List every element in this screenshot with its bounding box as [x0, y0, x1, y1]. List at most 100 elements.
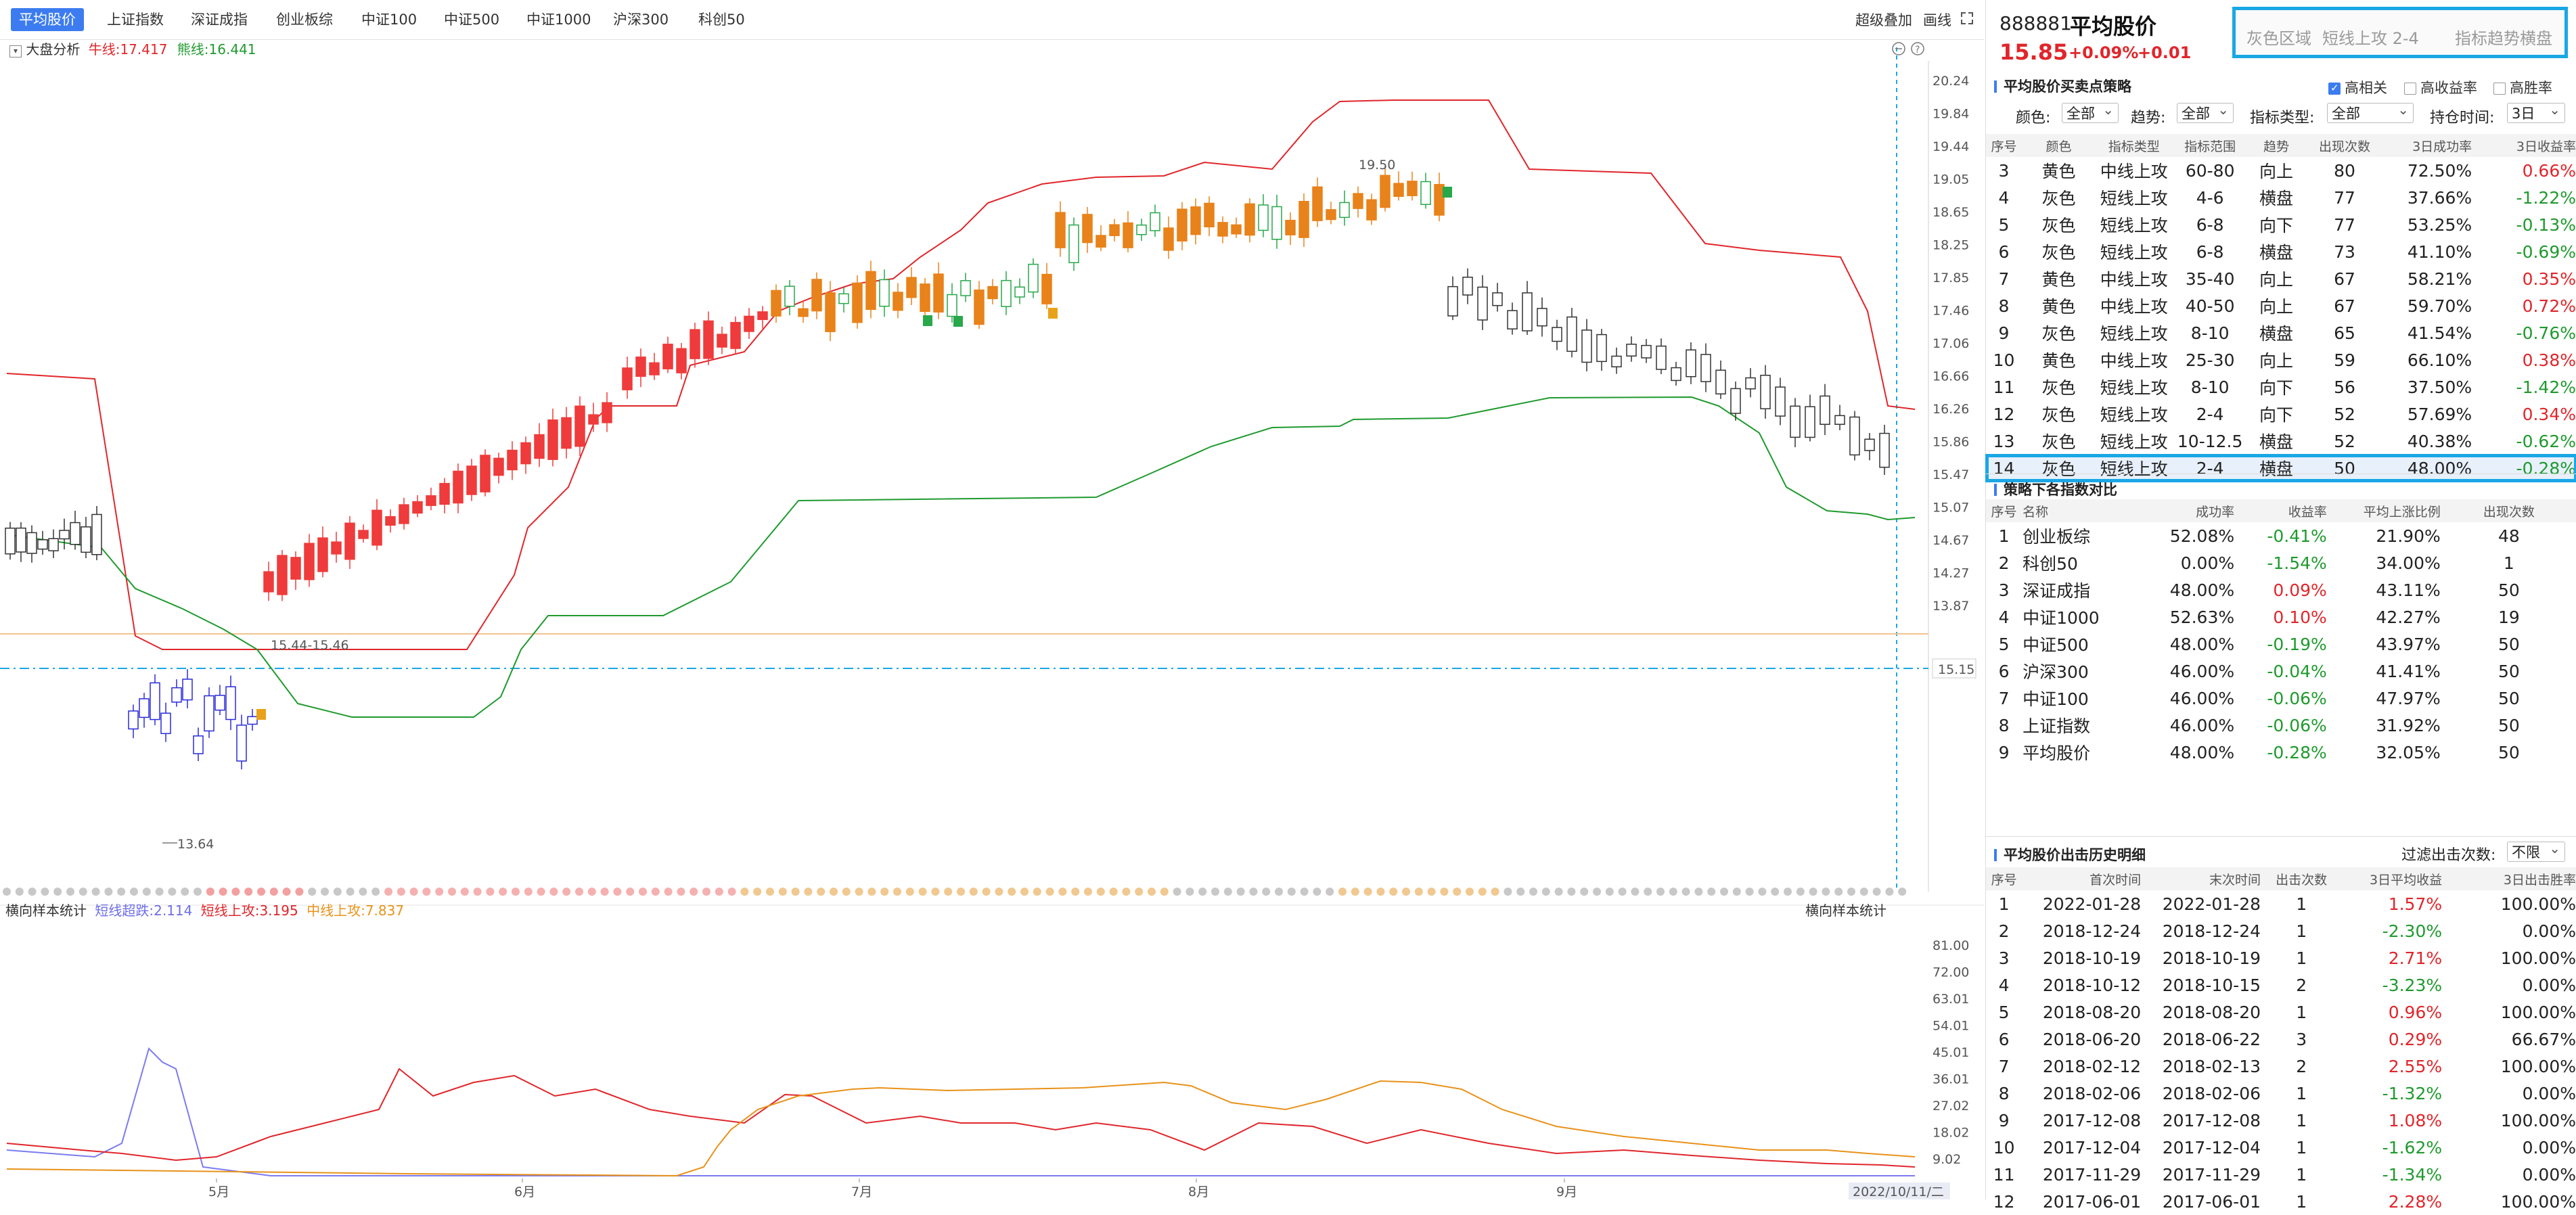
color-select[interactable]: 全部 [2062, 99, 2119, 123]
signal-dot [1287, 888, 1296, 896]
check-high-winrate[interactable]: 高胜率 [2493, 77, 2552, 97]
table-row[interactable]: 11 灰色 短线上攻 8-10 向下 56 37.50% -1.42% [1986, 373, 2576, 400]
draw-line-button[interactable]: 画线 [1923, 12, 1951, 28]
table-row[interactable]: 4 2018-10-12 2018-10-15 2 -3.23% 0.00% [1986, 971, 2576, 999]
signal-dot [1707, 888, 1716, 896]
tab-csi500[interactable]: 中证500 [444, 12, 500, 28]
table-cell: 2018-06-20 [2042, 1029, 2142, 1049]
price-tick-label: 15.47 [1933, 467, 1969, 482]
table-row[interactable]: 10 黄色 中线上攻 25-30 向上 59 66.10% 0.38% [1986, 346, 2576, 373]
candle [26, 532, 37, 554]
table-row[interactable]: 9 2017-12-08 2017-12-08 1 1.08% 100.00% [1986, 1107, 2576, 1134]
compare-table: 序号 名称 成功率 收益率 平均上涨比例 出现次数 1 创业板综 52.08% -0.41% 21.… [1986, 499, 2576, 766]
candle [1271, 206, 1282, 240]
table-cell: 66.67% [2511, 1029, 2576, 1049]
candle [1656, 345, 1667, 370]
table-row[interactable]: 10 2017-12-04 2017-12-04 1 -1.62% 0.00% [1986, 1134, 2576, 1161]
table-row[interactable]: 3 2018-10-19 2018-10-19 1 2.71% 100.00% [1986, 944, 2576, 971]
tab-star50[interactable]: 科创50 [698, 12, 745, 28]
table-row[interactable]: 7 中证100 46.00% -0.06% 47.97% 50 [1986, 685, 2576, 712]
tab-csi100[interactable]: 中证100 [361, 12, 417, 28]
table-row[interactable]: 11 2017-11-29 2017-11-29 1 -1.34% 0.00% [1986, 1161, 2576, 1188]
candle [399, 504, 409, 524]
signal-dot [1771, 888, 1780, 896]
help-icon[interactable] [1911, 42, 1924, 55]
table-row[interactable]: 2 2018-12-24 2018-12-24 1 -2.30% 0.00% [1986, 917, 2576, 944]
sub-legend-mid-attack: 中线上攻:7.837 [307, 902, 405, 919]
signal-dot [957, 888, 965, 896]
tab-chinext[interactable]: 创业板综 [276, 12, 333, 28]
check-high-return[interactable]: 高收益率 [2404, 77, 2477, 97]
candle [1353, 193, 1363, 209]
price-tick-label: 19.44 [1933, 139, 1969, 154]
table-row[interactable]: 8 上证指数 46.00% -0.06% 31.92% 50 [1986, 712, 2576, 739]
table-cell: -0.06% [2267, 715, 2327, 735]
table-cell: 2017-11-29 [2162, 1164, 2261, 1185]
tab-shenzhen[interactable]: 深证成指 [191, 12, 248, 28]
table-row[interactable]: 6 2018-06-20 2018-06-22 3 0.29% 66.67% [1986, 1026, 2576, 1053]
table-cell: 41.10% [2407, 242, 2472, 262]
tab-avg-price[interactable]: 平均股价 [11, 8, 84, 31]
tab-csi1000[interactable]: 中证1000 [526, 12, 591, 28]
table-row[interactable]: 12 灰色 短线上攻 2-4 向下 52 57.69% 0.34% [1986, 400, 2576, 428]
chevron-down-icon[interactable]: ▾ [9, 45, 22, 58]
table-row[interactable]: 5 中证500 48.00% -0.19% 43.97% 50 [1986, 631, 2576, 658]
table-row[interactable]: 9 平均股价 48.00% -0.28% 32.05% 50 [1986, 739, 2576, 766]
minus-icon[interactable] [1892, 42, 1905, 55]
table-row[interactable]: 1 2022-01-28 2022-01-28 1 1.57% 100.00% [1986, 890, 2576, 917]
table-cell: 深证成指 [2023, 581, 2091, 601]
candle [588, 414, 599, 425]
candle [1671, 367, 1681, 382]
table-row[interactable]: 9 灰色 短线上攻 8-10 横盘 65 41.54% -0.76% [1986, 319, 2576, 346]
table-cell: 0.29% [2388, 1029, 2443, 1049]
table-row[interactable]: 3 黄色 中线上攻 60-80 向上 80 72.50% 0.66% [1986, 157, 2576, 184]
strategy-search-box[interactable]: 灰色区域 短线上攻 2-4 指标趋势横盘 [2232, 7, 2568, 58]
search-strategy: 短线上攻 2-4 [2322, 29, 2419, 48]
candle [1507, 310, 1518, 329]
signal-dot [91, 888, 100, 896]
table-row[interactable]: 6 沪深300 46.00% -0.04% 41.41% 50 [1986, 658, 2576, 685]
table-cell: 56 [2334, 377, 2355, 397]
table-row[interactable]: 5 灰色 短线上攻 6-8 向下 77 53.25% -0.13% [1986, 211, 2576, 238]
sub-tick-label: 9.02 [1933, 1152, 1961, 1167]
candle [304, 543, 315, 580]
candle [1028, 263, 1039, 293]
table-cell: 2 [1998, 921, 2010, 941]
table-cell: -3.23% [2382, 975, 2443, 995]
tab-shanghai[interactable]: 上证指数 [107, 12, 164, 28]
table-row[interactable]: 7 2018-02-12 2018-02-13 2 2.55% 100.00% [1986, 1053, 2576, 1080]
overlay-button[interactable]: 超级叠加 [1855, 12, 1912, 28]
main-chart[interactable]: 19.50 13.64 15.44-15.46 20.24 19.84 19.44 1… [0, 39, 1985, 1199]
table-header-cell: 首次时间 [2022, 867, 2142, 890]
check-high-corr[interactable]: 高相关 [2328, 77, 2387, 97]
expand-icon[interactable] [1960, 11, 1974, 26]
sub-tick-label: 72.00 [1933, 965, 1969, 980]
table-row[interactable]: 8 2018-02-06 2018-02-06 1 -1.32% 0.00% [1986, 1080, 2576, 1107]
strategy-section-title: 平均股价买卖点策略 [1994, 76, 2131, 96]
table-row[interactable]: 8 黄色 中线上攻 40-50 向上 67 59.70% 0.72% [1986, 292, 2576, 319]
signal-dot [766, 888, 774, 896]
table-row[interactable]: 4 中证1000 52.63% 0.10% 42.27% 19 [1986, 603, 2576, 631]
signal-dot [931, 888, 940, 896]
candle [1626, 344, 1637, 357]
table-row[interactable]: 6 灰色 短线上攻 6-8 横盘 73 41.10% -0.69% [1986, 238, 2576, 265]
table-row[interactable]: 3 深证成指 48.00% 0.09% 43.11% 50 [1986, 576, 2576, 603]
table-row[interactable]: 1 创业板综 52.08% -0.41% 21.90% 48 [1986, 522, 2576, 549]
table-cell: 34.00% [2376, 553, 2441, 573]
type-select[interactable]: 全部 [2327, 99, 2414, 123]
table-row[interactable]: 5 2018-08-20 2018-08-20 1 0.96% 100.00% [1986, 999, 2576, 1026]
table-row[interactable]: 4 灰色 短线上攻 4-6 横盘 77 37.66% -1.22% [1986, 184, 2576, 211]
table-header-cell: 颜色 [2022, 134, 2096, 157]
table-row[interactable]: 2 科创50 0.00% -1.54% 34.00% 1 [1986, 549, 2576, 576]
table-row[interactable]: 7 黄色 中线上攻 35-40 向上 67 58.21% 0.35% [1986, 265, 2576, 292]
color-filter-label: 颜色: [2016, 110, 2051, 127]
history-filter-select[interactable]: 不限 [2507, 838, 2565, 862]
table-row[interactable]: 14 灰色 短线上攻 2-4 横盘 50 48.00% -0.28% [1985, 454, 2576, 482]
table-row[interactable]: 12 2017-06-01 2017-06-01 1 2.28% 100.00% [1986, 1188, 2576, 1215]
signal-dot [1847, 888, 1855, 896]
hold-select[interactable]: 3日 [2507, 99, 2565, 123]
table-row[interactable]: 13 灰色 短线上攻 10-12.5 横盘 52 40.38% -0.62% [1986, 428, 2576, 455]
tab-hs300[interactable]: 沪深300 [613, 12, 669, 28]
trend-select[interactable]: 全部 [2177, 99, 2234, 123]
signal-dot [168, 888, 177, 896]
